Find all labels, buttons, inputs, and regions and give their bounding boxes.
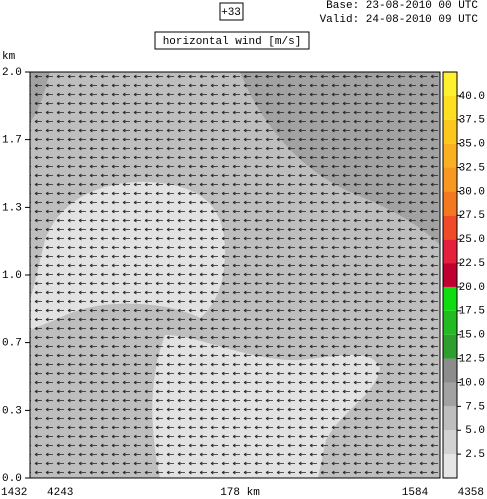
colorbar-band <box>443 263 457 287</box>
colorbar-label: 37.5 <box>459 115 485 127</box>
colorbar-label: 32.5 <box>459 162 485 174</box>
step-box <box>219 2 244 21</box>
x-label: 4358 <box>458 487 484 499</box>
colorbar-band <box>443 215 457 240</box>
colorbar-label: 15.0 <box>459 330 485 342</box>
colorbar-label: 2.5 <box>465 449 485 461</box>
colorbar-band <box>443 286 457 311</box>
colorbar-band <box>443 95 457 120</box>
colorbar-label: 25.0 <box>459 234 485 246</box>
title-box <box>154 31 310 50</box>
x-label: 1584 <box>402 487 429 499</box>
y-tick-label: 2.0 <box>2 67 22 79</box>
chart-title: horizontal wind [m/s] <box>163 36 302 48</box>
colorbar-label: 30.0 <box>459 186 485 198</box>
valid-time: Valid: 24-08-2010 09 UTC <box>320 14 479 26</box>
x-label: 4243 <box>47 487 73 499</box>
x-label: 1432 <box>1 487 27 499</box>
y-axis-label: km <box>2 51 16 63</box>
colorbar-band <box>443 119 457 144</box>
colorbar-band <box>443 191 457 216</box>
colorbar-band <box>443 382 457 407</box>
colorbar-label: 17.5 <box>459 306 485 318</box>
contour-field <box>29 71 441 479</box>
y-tick-label: 1.0 <box>2 270 22 282</box>
colorbar-frame <box>442 71 458 479</box>
colorbar-band <box>443 310 457 335</box>
colorbar-band <box>443 72 457 96</box>
colorbar-band <box>443 167 457 192</box>
y-tick-label: 0.0 <box>2 473 22 485</box>
x-label: 178 km <box>220 487 260 499</box>
colorbar-label: 35.0 <box>459 139 485 151</box>
y-tick-label: 0.3 <box>2 405 22 417</box>
colorbar-band <box>443 358 457 383</box>
colorbar-band <box>443 406 457 431</box>
colorbar-label: 5.0 <box>465 425 485 437</box>
colorbar-label: 12.5 <box>459 353 485 365</box>
forecast-step: +33 <box>221 7 241 19</box>
colorbar-label: 10.0 <box>459 377 485 389</box>
colorbar-label: 40.0 <box>459 91 485 103</box>
colorbar-band <box>443 430 457 455</box>
colorbar-band <box>443 239 457 264</box>
colorbar-label: 7.5 <box>465 401 485 413</box>
colorbar-label: 20.0 <box>459 282 485 294</box>
colorbar-band <box>443 334 457 359</box>
y-tick-label: 1.3 <box>2 202 22 214</box>
base-time: Base: 23-08-2010 00 UTC <box>326 0 478 12</box>
y-tick-label: 0.7 <box>2 338 22 350</box>
colorbar-band <box>443 143 457 168</box>
colorbar-band <box>443 454 457 478</box>
colorbar-label: 27.5 <box>459 210 485 222</box>
colorbar-label: 22.5 <box>459 258 485 270</box>
y-tick-label: 1.7 <box>2 135 22 147</box>
wind-arrows <box>30 72 440 478</box>
